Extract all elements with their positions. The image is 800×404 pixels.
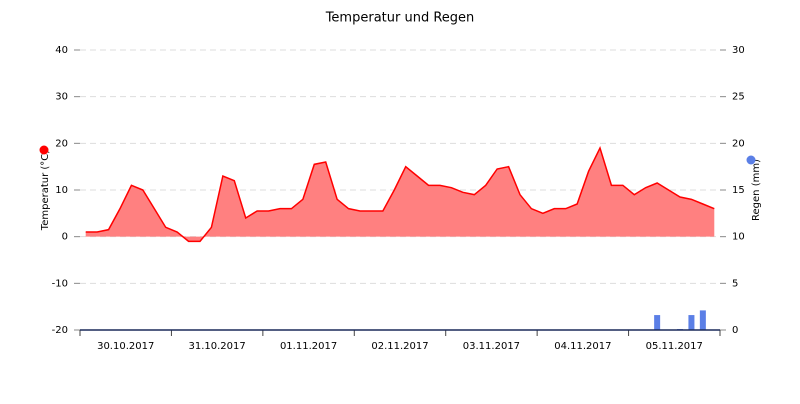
- y2-tick-label: 0: [732, 325, 738, 336]
- y2-axis-label: Regen (mm): [751, 159, 762, 221]
- x-tick-label: 03.11.2017: [463, 341, 520, 352]
- bar: [699, 310, 706, 330]
- y2-tick-label: 25: [732, 92, 745, 103]
- y-tick-label: 10: [55, 185, 68, 196]
- x-tick-label: 31.10.2017: [189, 341, 246, 352]
- y2-tick-label: 30: [732, 45, 745, 56]
- y2-tick-label: 5: [732, 278, 738, 289]
- legend-marker: [746, 155, 756, 165]
- y-tick-label: 0: [62, 232, 68, 243]
- bar: [688, 315, 695, 330]
- y-tick-label: -20: [52, 325, 68, 336]
- y-axis-label: Temperatur (°C): [40, 150, 51, 231]
- line: [85, 145, 715, 243]
- y-tick-label: 20: [55, 138, 68, 149]
- y-tick-label: 30: [55, 92, 68, 103]
- x-tick-label: 01.11.2017: [280, 341, 337, 352]
- bar: [654, 315, 661, 330]
- x-tick-label: 30.10.2017: [97, 341, 154, 352]
- y-tick-label: -10: [52, 278, 68, 289]
- area-fill: [85, 148, 715, 242]
- y-tick-label: 40: [55, 45, 68, 56]
- legend-marker: [39, 145, 49, 155]
- chart-title: Temperatur und Regen: [325, 11, 475, 26]
- x-tick-label: 05.11.2017: [646, 341, 703, 352]
- x-tick-label: 02.11.2017: [371, 341, 428, 352]
- x-tick-label: 04.11.2017: [554, 341, 611, 352]
- y2-tick-label: 10: [732, 232, 745, 243]
- y2-tick-label: 15: [732, 185, 745, 196]
- y2-tick-label: 20: [732, 138, 745, 149]
